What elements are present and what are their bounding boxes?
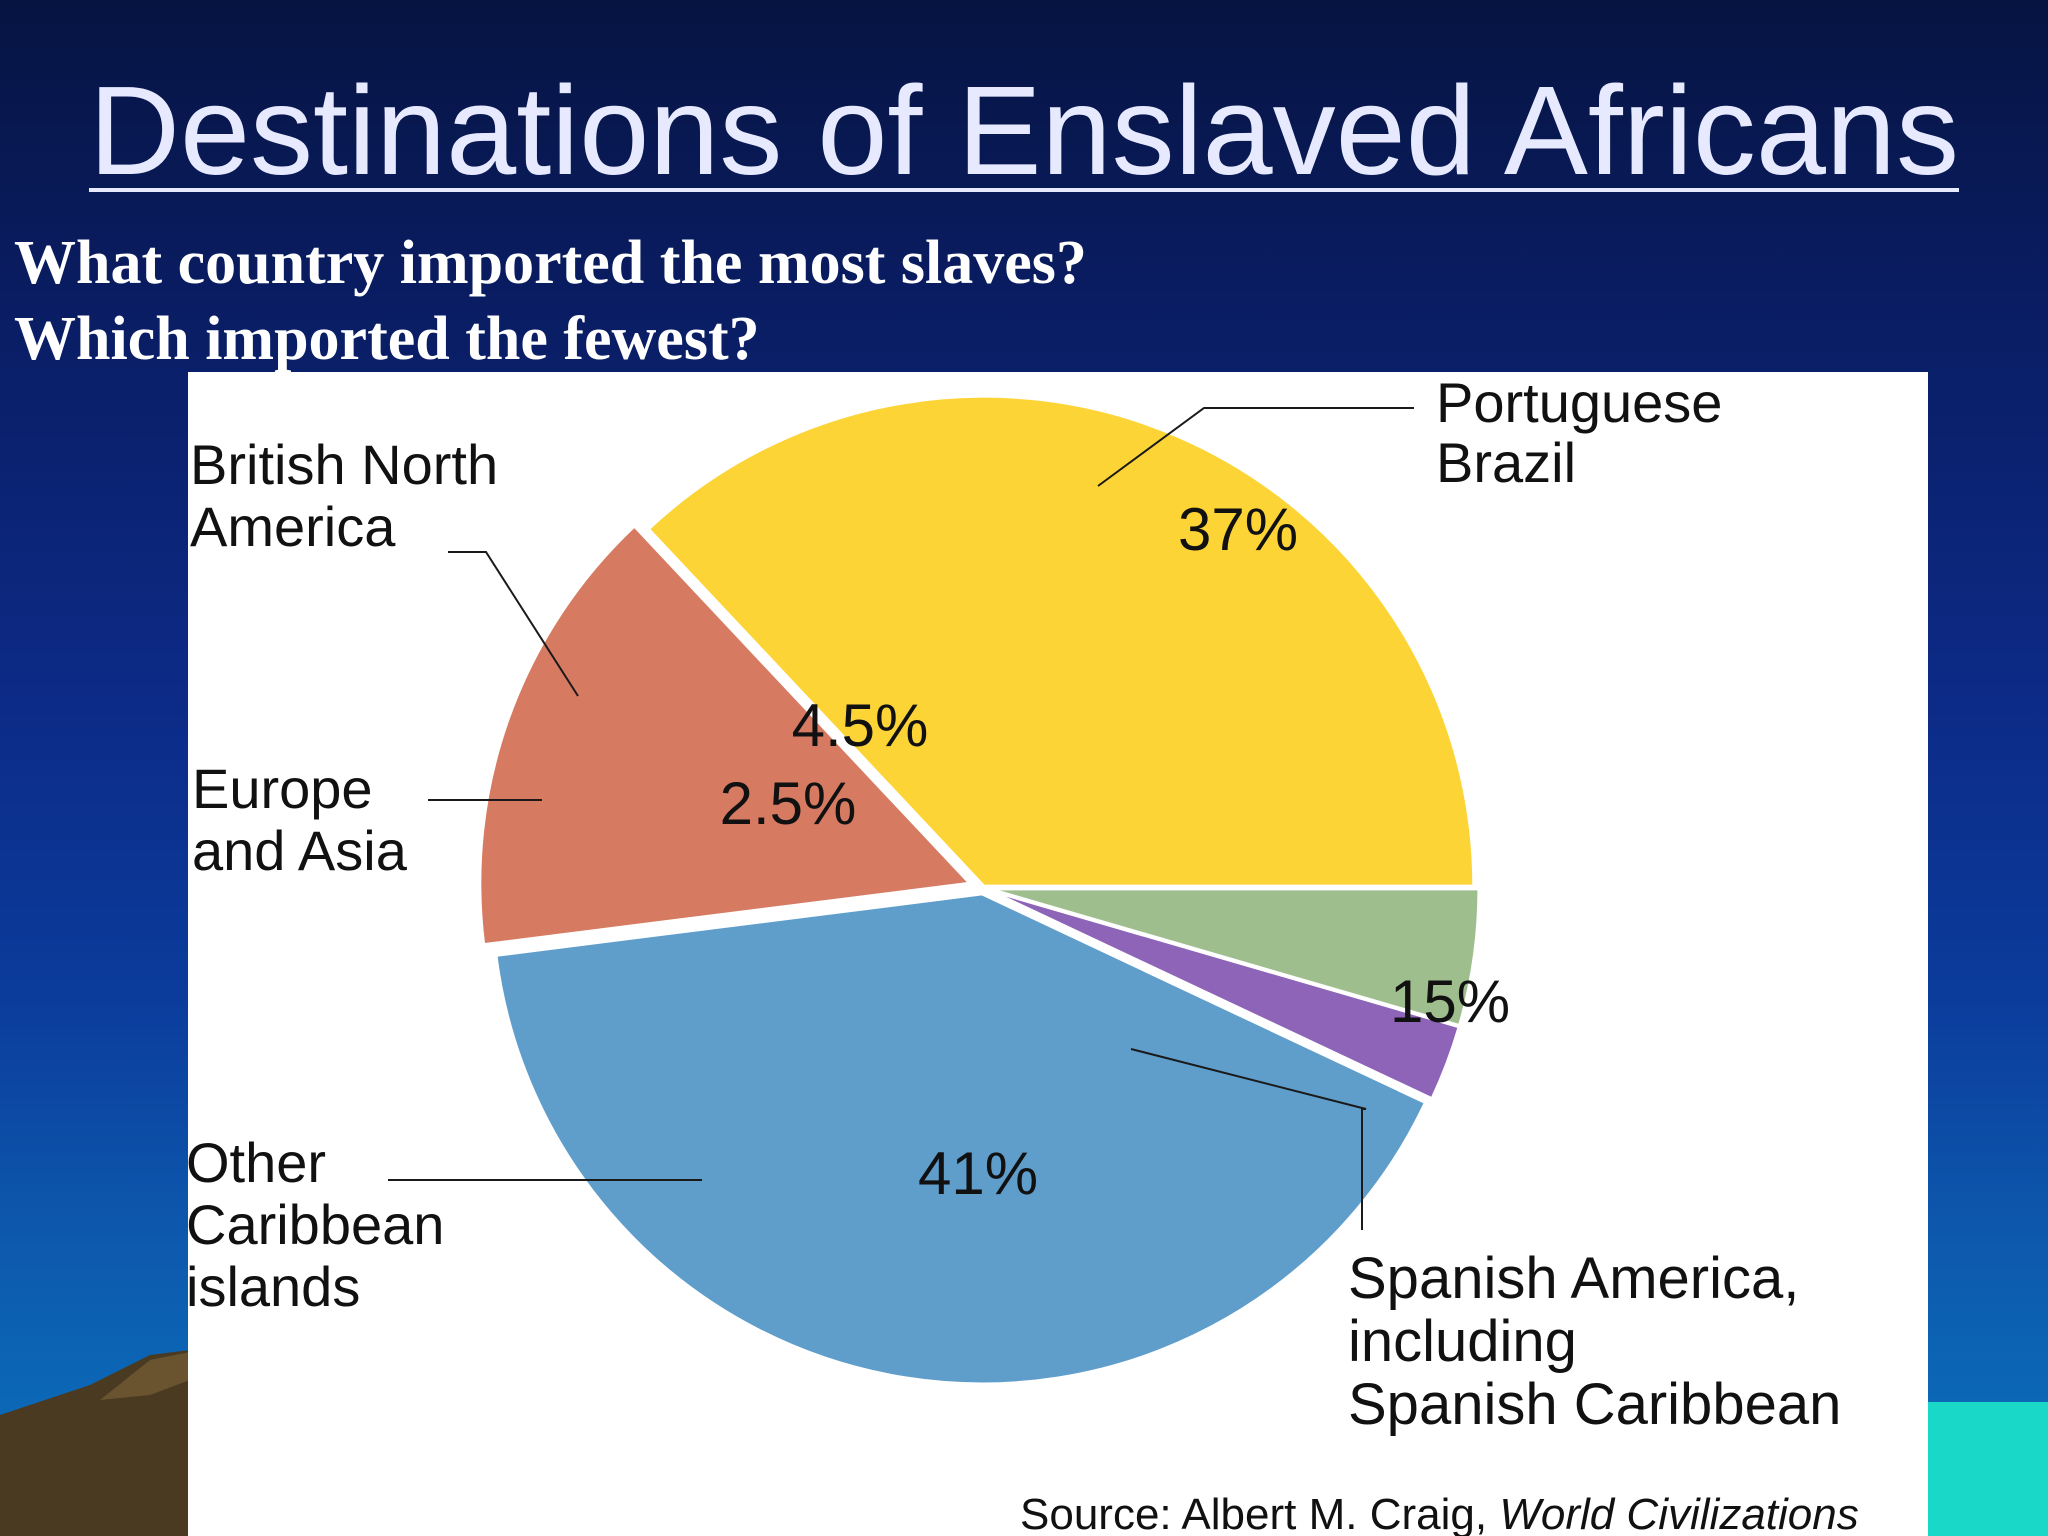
category-label-line: British North: [190, 433, 498, 496]
pie-slice-spanish-america: [478, 523, 973, 947]
category-label-line: and Asia: [192, 819, 408, 882]
mountain-ridge: [100, 1352, 190, 1400]
pie-slice-british-north-america: [988, 887, 1481, 1028]
category-label-line: Spanish America,: [1348, 1246, 1799, 1311]
category-label-line: Spanish Caribbean: [1348, 1372, 1841, 1437]
chart-panel: 37% Portuguese Brazil 15% Spanish America, in…: [188, 372, 1928, 1536]
source-citation: Source: Albert M. Craig, World Civilizat…: [1020, 1490, 1859, 1536]
category-label-line: Caribbean: [188, 1193, 444, 1256]
category-label-line: Brazil: [1436, 431, 1576, 494]
category-label-line: islands: [188, 1255, 360, 1318]
pie-slice-portuguese-brazil: [646, 394, 1476, 888]
category-label-europe-asia: Europe and Asia: [192, 757, 408, 882]
category-label-spanish-america: Spanish America, including Spanish Caribbe…: [1348, 1246, 1841, 1437]
value-label-spanish-america: 15%: [1390, 968, 1510, 1035]
category-label-line: America: [190, 495, 396, 558]
mountain-silhouette: [0, 1350, 190, 1536]
source-book-title: World Civilizations: [1499, 1490, 1859, 1536]
category-label-line: including: [1348, 1309, 1577, 1374]
question-most: What country imported the most slaves?: [14, 229, 1087, 297]
category-label-line: Europe: [192, 757, 373, 820]
question-fewest: Which imported the fewest?: [14, 305, 760, 373]
pie-slice-other-caribbean: [494, 892, 1428, 1386]
category-label-line: Portuguese: [1436, 372, 1722, 434]
leader-line-british-north-america: [448, 551, 579, 697]
leader-line-portuguese-brazil: [1097, 407, 1414, 487]
slide-title: Destinations of Enslaved Africans: [88, 60, 1959, 201]
category-label-british-north-america: British North America: [190, 433, 498, 558]
value-label-british-north-america: 4.5%: [792, 692, 929, 759]
value-label-other-caribbean: 41%: [918, 1140, 1038, 1207]
category-label-portuguese-brazil: Portuguese Brazil: [1436, 372, 1722, 494]
leader-line-spanish-america: [1130, 1048, 1367, 1230]
category-label-line: Other: [188, 1131, 326, 1194]
pie-chart: 37% Portuguese Brazil 15% Spanish America, in…: [188, 372, 1841, 1437]
value-label-portuguese-brazil: 37%: [1178, 496, 1298, 563]
teal-accent: [1928, 1402, 2048, 1536]
source-text: Source: Albert M. Craig,: [1020, 1490, 1488, 1536]
value-label-europe-asia: 2.5%: [720, 770, 857, 837]
category-label-other-caribbean: Other Caribbean islands: [188, 1131, 444, 1318]
